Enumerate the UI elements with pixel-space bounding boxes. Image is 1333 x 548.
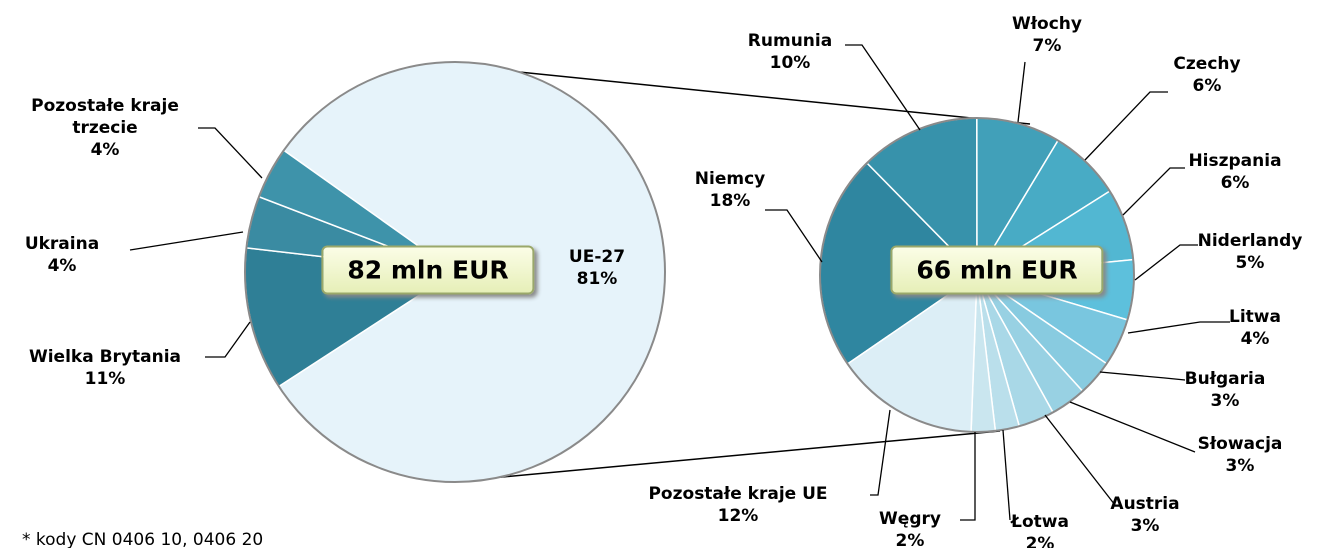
label-text: Pozostałe kraje UE — [648, 484, 828, 504]
label-text: 81% — [576, 269, 618, 289]
data-label: Bułgaria 3% — [1185, 368, 1266, 412]
data-label: Austria 3% — [1110, 493, 1179, 537]
label-text: 6% — [1220, 173, 1250, 193]
label-text: 4% — [47, 256, 77, 276]
data-label: Niemcy 18% — [695, 168, 765, 212]
connector-line — [469, 430, 1001, 481]
label-text: Niemcy — [694, 169, 766, 189]
leader-line — [1099, 371, 1186, 381]
label-text: 11% — [84, 369, 126, 389]
label-text: 3% — [1225, 456, 1255, 476]
label-text: UE-27 — [568, 247, 626, 267]
connector-line — [469, 66, 1031, 125]
center-label: 82 mln EUR — [321, 245, 535, 295]
leader-line — [1017, 61, 1026, 123]
label-text: 10% — [769, 53, 811, 73]
leader-line — [1127, 321, 1230, 334]
data-label: Litwa 4% — [1229, 306, 1281, 350]
data-label: Pozostałe kraje trzecie 4% — [30, 95, 180, 161]
label-text: 12% — [717, 506, 759, 526]
leader-line — [1084, 91, 1168, 161]
leader-line — [1122, 167, 1185, 216]
data-label: Pozostałe kraje UE 12% — [648, 483, 827, 527]
label-text: 4% — [90, 140, 120, 160]
leader-line — [1044, 414, 1116, 506]
label-text: 2% — [1025, 534, 1055, 548]
leader-line — [960, 432, 976, 521]
center-label: 66 mln EUR — [890, 245, 1104, 295]
data-label: Hiszpania 6% — [1188, 150, 1281, 194]
leader-line — [1002, 429, 1011, 521]
leader-line — [765, 209, 823, 263]
label-text: Włochy — [1011, 14, 1083, 34]
data-label: Słowacja 3% — [1198, 433, 1283, 477]
label-text: 3% — [1210, 391, 1240, 411]
label-text: Pozostałe kraje trzecie — [31, 96, 179, 138]
label-text: 18% — [709, 191, 751, 211]
data-label: Rumunia 10% — [748, 30, 832, 74]
footnote: * kody CN 0406 10, 0406 20 — [22, 530, 264, 548]
label-text: Niderlandy — [1197, 231, 1303, 251]
label-text: 6% — [1192, 76, 1222, 96]
data-label: Łotwa 2% — [1011, 511, 1069, 548]
data-label: Wielka Brytania 11% — [29, 346, 181, 390]
label-text: Łotwa — [1011, 512, 1069, 532]
data-label: Włochy 7% — [1012, 13, 1082, 57]
label-text: Rumunia — [747, 31, 833, 51]
leader-line — [129, 231, 244, 251]
data-label: Niderlandy 5% — [1198, 230, 1303, 274]
data-label: Węgry 2% — [879, 508, 941, 548]
data-label: Ukraina 4% — [25, 233, 99, 277]
leader-line — [198, 127, 263, 179]
leader-line — [205, 321, 251, 358]
data-label: Czechy 6% — [1173, 53, 1240, 97]
pie-outline — [244, 61, 666, 483]
leader-line — [845, 44, 921, 131]
label-text: Austria — [1110, 494, 1180, 514]
label-text: Wielka Brytania — [28, 347, 182, 367]
label-text: Hiszpania — [1188, 151, 1282, 171]
label-text: 4% — [1240, 329, 1270, 349]
label-text: Bułgaria — [1184, 369, 1266, 389]
data-label: UE-27 81% — [569, 246, 625, 290]
label-text: Węgry — [879, 509, 941, 529]
leader-line — [870, 409, 891, 496]
label-text: 7% — [1032, 36, 1062, 56]
leader-line — [1069, 401, 1196, 453]
label-text: Czechy — [1173, 54, 1241, 74]
pie-outline — [819, 117, 1135, 433]
label-text: 3% — [1130, 516, 1160, 536]
label-text: Słowacja — [1197, 434, 1283, 454]
label-text: Litwa — [1229, 307, 1281, 327]
label-text: 2% — [895, 531, 925, 548]
label-text: Ukraina — [24, 234, 100, 254]
leader-line — [1134, 244, 1198, 281]
label-text: 5% — [1235, 253, 1265, 273]
